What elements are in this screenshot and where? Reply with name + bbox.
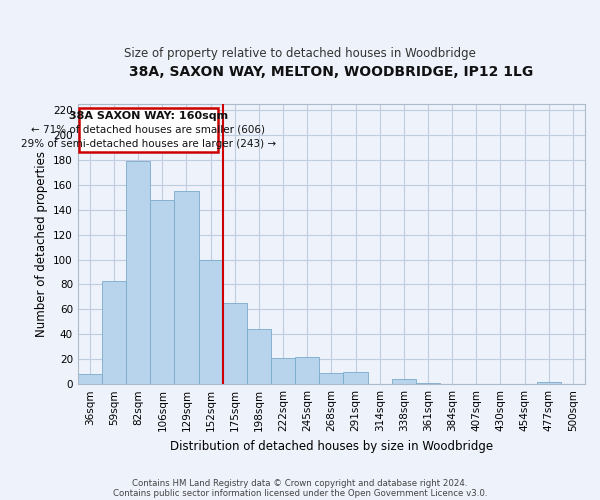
Bar (416, 383, 440, 384)
Text: 29% of semi-detached houses are larger (243) →: 29% of semi-detached houses are larger (… (21, 138, 276, 148)
Bar (295, 357, 319, 384)
Bar (536, 382, 561, 384)
Bar (271, 358, 295, 384)
Y-axis label: Number of detached properties: Number of detached properties (35, 151, 47, 337)
Text: Size of property relative to detached houses in Woodbridge: Size of property relative to detached ho… (124, 48, 476, 60)
Bar (319, 373, 343, 384)
Bar (175, 191, 199, 384)
Bar (102, 280, 126, 384)
Bar (79, 108, 218, 152)
Bar (392, 379, 416, 384)
Text: Contains public sector information licensed under the Open Government Licence v3: Contains public sector information licen… (113, 488, 487, 498)
Bar (223, 303, 247, 384)
X-axis label: Distribution of detached houses by size in Woodbridge: Distribution of detached houses by size … (170, 440, 493, 452)
Text: ← 71% of detached houses are smaller (606): ← 71% of detached houses are smaller (60… (31, 125, 265, 135)
Bar (343, 372, 368, 384)
Bar (78, 374, 102, 384)
Text: 38A SAXON WAY: 160sqm: 38A SAXON WAY: 160sqm (69, 111, 228, 121)
Bar (199, 260, 223, 384)
Title: 38A, SAXON WAY, MELTON, WOODBRIDGE, IP12 1LG: 38A, SAXON WAY, MELTON, WOODBRIDGE, IP12… (129, 65, 533, 79)
Bar (126, 161, 150, 384)
Bar (247, 330, 271, 384)
Text: Contains HM Land Registry data © Crown copyright and database right 2024.: Contains HM Land Registry data © Crown c… (132, 480, 468, 488)
Bar (150, 200, 175, 384)
